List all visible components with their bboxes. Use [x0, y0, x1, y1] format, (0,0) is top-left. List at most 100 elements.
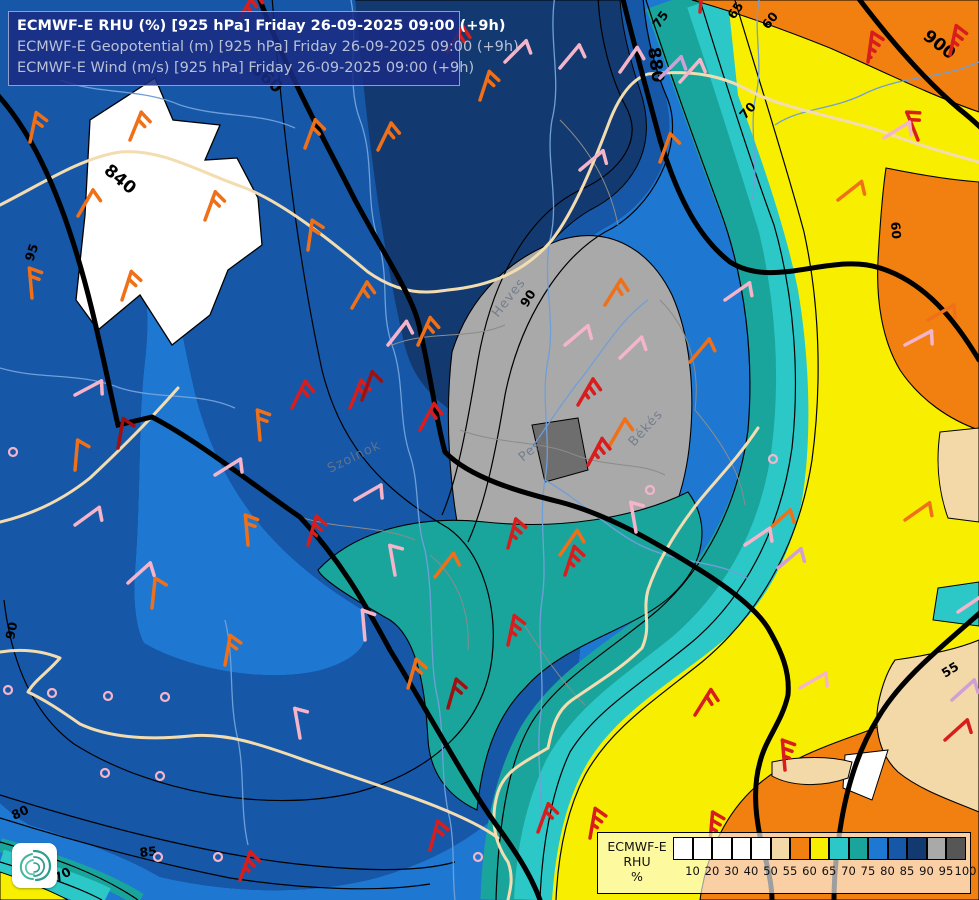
- wind-barb: [558, 43, 587, 70]
- wind-barb: [360, 608, 377, 642]
- wind-barb: [290, 379, 316, 410]
- legend-tick-label: 10: [685, 864, 700, 878]
- wind-barb: [693, 687, 720, 717]
- calm-wind-circle: [7, 446, 19, 458]
- wind-barb: [866, 30, 885, 64]
- calm-wind-circle: [154, 770, 166, 782]
- calm-wind-circle: [159, 691, 171, 703]
- wind-barb: [293, 706, 310, 740]
- calm-wind-circle: [102, 690, 114, 702]
- wind-barb: [618, 45, 646, 74]
- legend-swatch: [751, 837, 771, 860]
- legend-tick-label: 100: [954, 864, 977, 878]
- cyclone-logo: [12, 843, 57, 888]
- wind-barb: [536, 802, 560, 834]
- rh-contour-label: 85: [139, 843, 158, 860]
- wind-barb: [558, 528, 586, 557]
- wind-barb: [723, 281, 754, 302]
- calm-wind-circle: [99, 767, 111, 779]
- wind-barb: [618, 335, 648, 360]
- rh-contour-lines: [0, 0, 819, 900]
- wind-barb: [73, 438, 91, 472]
- wind-barb: [776, 546, 807, 570]
- legend-tick-label: 75: [860, 864, 876, 878]
- wind-barb: [28, 110, 49, 144]
- wind-barbs-layer: [27, 0, 979, 882]
- wind-barb: [563, 544, 586, 577]
- wind-barb: [766, 508, 796, 532]
- wind-barb: [350, 280, 377, 310]
- legend-tick-label: 80: [880, 864, 895, 878]
- rh-contour-label: 60: [888, 221, 904, 240]
- legend-swatch: [829, 837, 849, 860]
- wind-barb: [255, 408, 272, 442]
- geo-line-880: [620, 0, 979, 363]
- wind-barb: [428, 819, 450, 852]
- legend-swatch: [790, 837, 810, 860]
- wind-barb: [73, 379, 104, 397]
- wind-barb: [243, 513, 260, 547]
- calm-wind-circle: [2, 684, 14, 696]
- legend-tick-label: 40: [743, 864, 759, 878]
- wind-barb: [203, 190, 227, 222]
- geo-line-840: [0, 93, 543, 900]
- legend-tick-label: 90: [919, 864, 934, 878]
- wind-barb: [698, 0, 703, 14]
- wind-barb: [688, 337, 717, 364]
- wind-barb: [238, 850, 262, 882]
- wind-barb: [506, 517, 528, 550]
- wind-barb: [578, 148, 609, 172]
- legend-param-label: RHU: [623, 854, 651, 869]
- rh-region-dry-white-nw: [75, 77, 263, 346]
- legend-swatch: [673, 837, 693, 860]
- wind-barb: [388, 543, 405, 577]
- legend-swatch: [907, 837, 927, 860]
- wind-barb: [586, 436, 612, 467]
- title-line-geopotential: ECMWF-E Geopotential (m) [925 hPa] Frida…: [17, 39, 519, 55]
- legend-tick-label: 55: [782, 864, 798, 878]
- wind-barb: [836, 179, 867, 202]
- wind-barb: [948, 23, 969, 57]
- legend-tick-label: 65: [821, 864, 837, 878]
- legend-tick-label: 30: [724, 864, 739, 878]
- wind-barb: [608, 417, 635, 447]
- title-box: ECMWF-E RHU (%) [925 hPa] Friday 26-09-2…: [8, 11, 519, 86]
- legend-tick-label: 20: [704, 864, 720, 878]
- wind-barb: [150, 576, 169, 610]
- wind-barb: [506, 613, 527, 647]
- wind-barb: [128, 110, 152, 142]
- wind-barb: [406, 657, 428, 690]
- title-line-wind: ECMWF-E Wind (m/s) [925 hPa] Friday 26-0…: [17, 60, 475, 76]
- legend-swatch: [770, 837, 790, 860]
- wind-barb: [303, 118, 327, 150]
- wind-barb: [588, 806, 608, 840]
- wind-barb: [446, 677, 468, 710]
- calm-circles-layer: [2, 446, 779, 863]
- rh-band-70-75-arc: [480, 0, 806, 900]
- wind-barb: [416, 315, 441, 347]
- wind-barb: [658, 55, 688, 80]
- wind-barb: [903, 329, 934, 347]
- geo-line-860: [257, 0, 791, 900]
- geo-line-900: [856, 0, 979, 130]
- wind-barb: [213, 457, 244, 477]
- wind-barb: [882, 120, 913, 140]
- wind-barb: [120, 269, 143, 302]
- wind-barb: [950, 678, 979, 702]
- rh-contour-label: 90: [2, 620, 20, 640]
- legend-tick-label: 70: [841, 864, 856, 878]
- rh-band-70-75-central-patch: [317, 491, 703, 811]
- wind-barb: [376, 121, 402, 152]
- legend-swatch: [926, 837, 946, 860]
- calm-wind-circle: [46, 687, 58, 699]
- legend-swatch: [946, 837, 966, 860]
- calm-wind-circle: [644, 484, 656, 496]
- rh-band-50-55-right-mid: [937, 427, 979, 523]
- rh-band-65-70-wedge: [932, 581, 979, 627]
- wind-barb: [418, 401, 444, 432]
- legend-swatch: [692, 837, 712, 860]
- title-line-rhu: ECMWF-E RHU (%) [925 hPa] Friday 26-09-2…: [17, 18, 506, 34]
- wind-barb: [478, 69, 501, 102]
- legend-tick-label: 85: [899, 864, 915, 878]
